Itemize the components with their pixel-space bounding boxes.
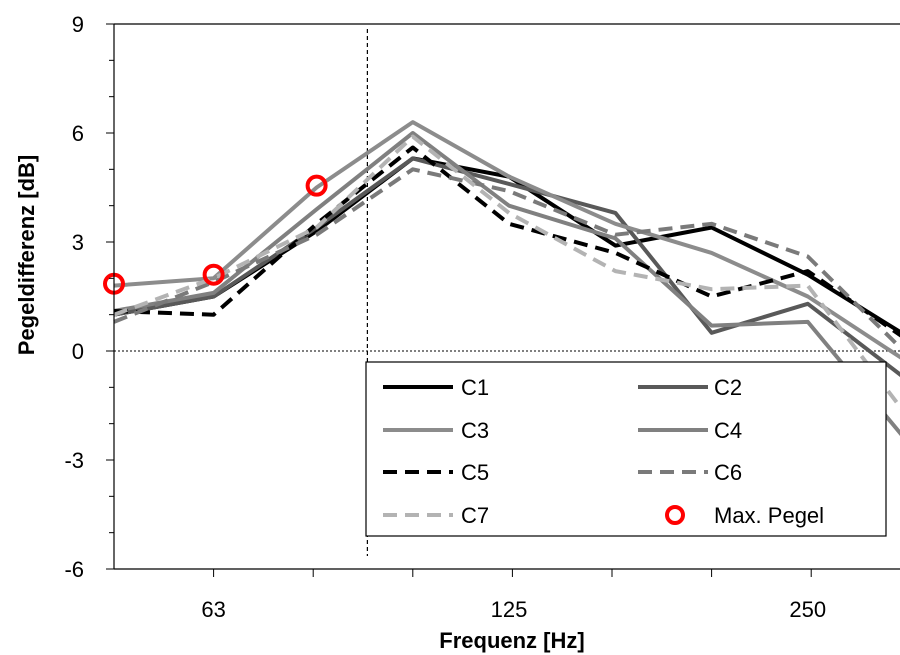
series-line-c2 <box>113 156 900 377</box>
legend-label: Max. Pegel <box>714 503 824 528</box>
legend-label: C6 <box>714 460 742 485</box>
series-line-c5 <box>113 145 900 338</box>
legend: C1 C2 C3 C4 C5 C6 C7 Max. Pegel <box>365 361 887 537</box>
legend-label: C1 <box>461 375 489 400</box>
y-axis-title: Pegeldifferenz [dB] <box>14 155 39 355</box>
series-line-c6 <box>113 167 900 351</box>
max-level-marker <box>305 174 328 197</box>
legend-label: C2 <box>714 375 742 400</box>
x-tick-label: 125 <box>491 597 528 622</box>
legend-label: C7 <box>461 503 489 528</box>
legend-label: C5 <box>461 460 489 485</box>
y-tick-label: 0 <box>72 339 84 364</box>
series-line-c3 <box>113 120 900 360</box>
y-tick-labels: 9 6 3 0 -3 -6 <box>64 12 84 582</box>
max-level-markers <box>103 174 328 295</box>
series-line-c7 <box>113 134 900 410</box>
legend-label: C4 <box>714 418 742 443</box>
legend-label: C3 <box>461 418 489 443</box>
y-tick-label: -6 <box>64 557 84 582</box>
y-tick-label: 9 <box>72 12 84 37</box>
axes <box>106 23 900 577</box>
y-tick-label: 6 <box>72 121 84 146</box>
x-axis-title: Frequenz [Hz] <box>439 628 584 653</box>
x-tick-labels: 63 125 250 <box>201 597 826 622</box>
legend-swatch-max-pegel <box>665 505 685 525</box>
legend-box <box>365 361 887 537</box>
x-tick-label: 63 <box>201 597 225 622</box>
series-group <box>113 120 900 437</box>
max-level-marker <box>202 263 225 286</box>
y-tick-label: -3 <box>64 448 84 473</box>
x-tick-label: 250 <box>789 597 826 622</box>
y-tick-label: 3 <box>72 230 84 255</box>
